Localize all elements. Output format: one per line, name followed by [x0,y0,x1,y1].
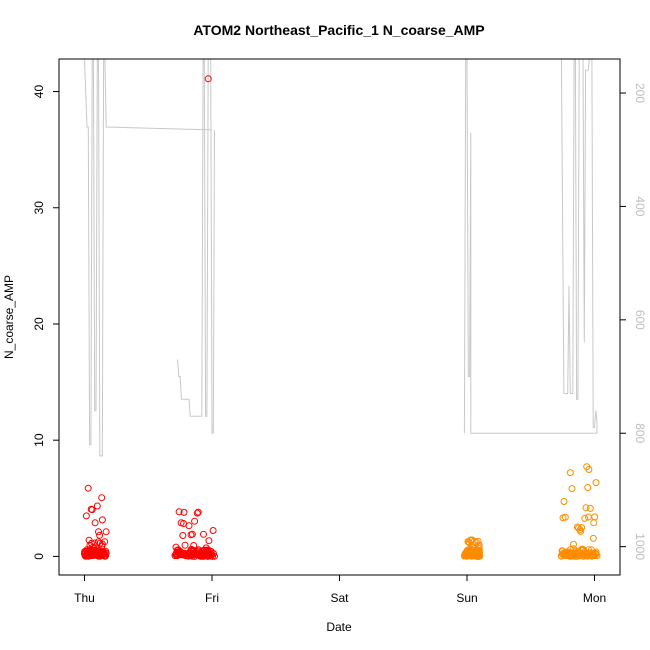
outlier-point [204,75,212,83]
data-point [180,508,188,516]
y2-tick-label: 400 [633,196,647,216]
data-point [209,552,216,560]
x-tick-label: Fri [205,591,219,605]
y2-tick-label: 800 [633,423,647,443]
x-tick-label: Sun [456,591,477,605]
data-point [590,519,598,527]
data-point [179,532,187,539]
altitude-line-segment-2 [177,59,215,434]
data-point [205,537,213,545]
data-point [84,484,92,492]
altitude-line-segment-4 [560,59,598,434]
data-point [194,508,202,516]
data-point [181,541,189,549]
y-tick-label: 40 [32,85,46,99]
data-point [93,502,101,510]
data-point [86,541,94,549]
data-point [191,517,199,525]
data-point [190,542,198,549]
data-point [592,550,600,558]
data-point [211,552,218,560]
data-point [593,552,601,560]
data-point [584,484,592,491]
data-point [586,504,594,512]
data-point [583,463,591,471]
y-axis: 0 10 20 30 40 [32,85,59,560]
x-axis: Thu Fri Sat Sun Mon [74,575,606,605]
y-axis-title: N_coarse_AMP [2,275,16,359]
data-point [568,485,576,493]
altitude-lines-layer [84,59,598,457]
y2-tick-label: 200 [633,83,647,103]
x-tick-label: Thu [74,591,95,605]
data-point [570,540,577,548]
data-point [476,552,484,560]
data-point [180,520,187,527]
data-point [96,539,104,547]
data-point [209,527,217,534]
data-point [589,534,597,542]
y-tick-label: 30 [32,201,46,215]
data-point [559,514,567,522]
data-point [101,538,109,546]
data-point [98,494,106,502]
data-point [193,509,201,517]
data-point [171,552,179,560]
y2-tick-label: 1000 [633,533,647,560]
altitude-line-segment-1 [84,59,213,457]
data-point [566,469,574,477]
data-point [102,549,110,557]
data-point [95,528,102,536]
altitude-line-segment-3 [463,59,597,434]
y-tick-label: 10 [32,433,46,447]
y2-axis: 200 400 600 800 1000 [620,83,647,560]
data-point [88,539,95,547]
data-point [200,530,207,538]
data-point [91,519,99,527]
data-point [582,504,590,512]
data-point [467,537,475,544]
y2-tick-label: 600 [633,310,647,330]
data-point [575,524,582,532]
data-point [102,528,110,536]
scatter-points-layer [81,75,601,560]
data-point [560,498,568,505]
data-point [576,526,584,534]
y-tick-label: 20 [32,317,46,331]
x-tick-label: Sat [330,591,349,605]
data-point [98,516,106,524]
chart-title: ATOM2 Northeast_Pacific_1 N_coarse_AMP [193,22,484,38]
data-point [584,513,592,521]
data-point [88,506,96,514]
x-axis-title: Date [326,620,352,634]
x-tick-label: Mon [583,591,606,605]
data-point [187,531,195,539]
data-point [592,479,600,487]
data-point [175,508,183,516]
data-point [82,512,90,520]
y-tick-label: 0 [32,553,46,560]
data-point [581,514,589,522]
data-point [96,531,104,539]
